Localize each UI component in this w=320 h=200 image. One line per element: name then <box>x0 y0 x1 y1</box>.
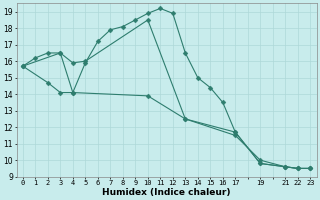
X-axis label: Humidex (Indice chaleur): Humidex (Indice chaleur) <box>102 188 231 197</box>
